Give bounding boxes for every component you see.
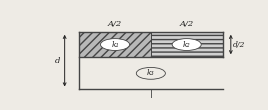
Circle shape: [136, 67, 165, 79]
Text: d/2: d/2: [233, 41, 245, 49]
Text: k₂: k₂: [183, 41, 191, 49]
Bar: [79, 32, 151, 57]
Text: A/2: A/2: [108, 20, 122, 28]
Bar: [151, 32, 222, 57]
Text: A/2: A/2: [180, 20, 194, 28]
Circle shape: [172, 39, 201, 50]
Text: d: d: [55, 57, 61, 65]
Text: k₃: k₃: [147, 69, 155, 77]
Text: k₁: k₁: [111, 41, 119, 49]
Circle shape: [100, 39, 129, 50]
